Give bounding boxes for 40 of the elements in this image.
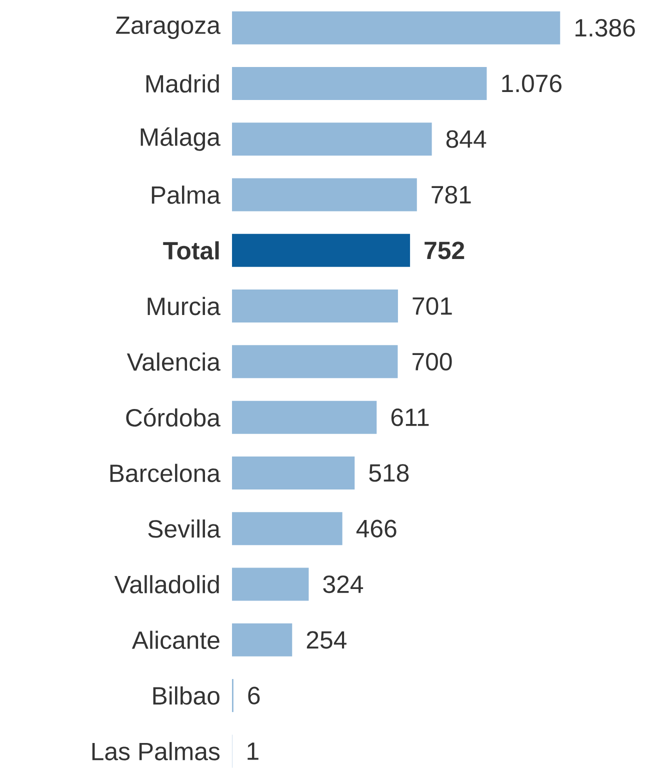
bar xyxy=(232,345,398,378)
y-tick-label: Valencia xyxy=(126,352,220,371)
data-label: 611 xyxy=(391,408,429,426)
bar xyxy=(232,456,355,490)
y-tick-label: Barcelona xyxy=(110,464,220,482)
data-label: 466 xyxy=(356,520,396,538)
bar xyxy=(232,122,432,156)
y-tick-label: Total xyxy=(163,241,219,260)
y-tick-label: Palma xyxy=(152,186,220,204)
data-label: 324 xyxy=(323,575,364,594)
data-label: 1.076 xyxy=(502,74,562,92)
data-label: 700 xyxy=(412,352,452,371)
bar xyxy=(232,290,398,323)
bar xyxy=(232,66,487,100)
y-tick-label: Murcia xyxy=(148,296,220,316)
data-label: 254 xyxy=(306,631,346,649)
bar xyxy=(232,234,410,267)
data-label: 1 xyxy=(248,742,258,760)
y-tick-label: Málaga xyxy=(140,127,220,151)
data-label: 1.386 xyxy=(576,19,635,37)
bar xyxy=(232,400,377,434)
data-label: 701 xyxy=(412,297,452,315)
y-tick-label: Bilbao xyxy=(153,686,220,705)
y-tick-label: Sevilla xyxy=(148,519,220,538)
data-label: 6 xyxy=(248,686,260,704)
y-tick-label: Madrid xyxy=(146,74,219,93)
data-label: 844 xyxy=(446,130,486,148)
bar xyxy=(232,623,292,656)
y-tick-label: Córdoba xyxy=(126,408,220,427)
y-tick-label: Las Palmas xyxy=(92,742,220,760)
y-tick-label: Alicante xyxy=(132,630,220,650)
data-label: 781 xyxy=(432,186,471,204)
bar xyxy=(232,568,309,601)
y-tick-label: Valladolid xyxy=(114,575,219,594)
bar xyxy=(232,11,560,44)
data-label: 752 xyxy=(424,242,464,260)
bar xyxy=(232,178,417,212)
y-tick-label: Zaragoza xyxy=(116,16,220,39)
bar xyxy=(232,512,342,546)
data-label: 518 xyxy=(369,464,409,482)
